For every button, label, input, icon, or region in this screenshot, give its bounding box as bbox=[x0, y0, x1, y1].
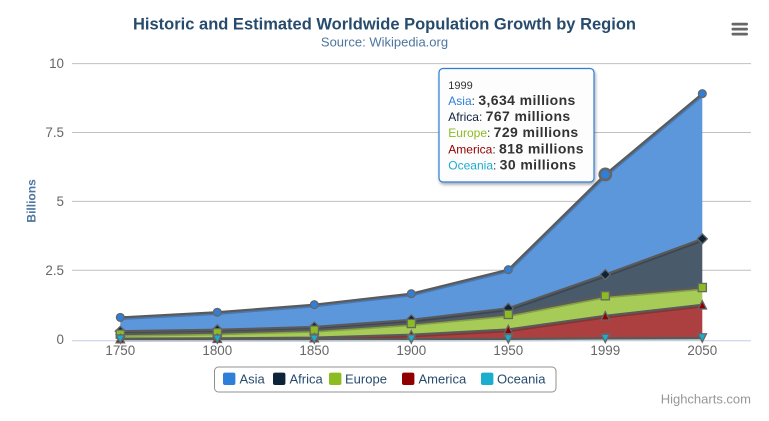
svg-text:1950: 1950 bbox=[493, 343, 523, 358]
svg-text:1800: 1800 bbox=[202, 343, 232, 358]
svg-text:Highcharts.com: Highcharts.com bbox=[661, 392, 751, 407]
svg-text:Asia: 3,634 millions: Asia: 3,634 millions bbox=[448, 92, 575, 108]
svg-text:Oceania: 30 millions: Oceania: 30 millions bbox=[448, 156, 576, 172]
svg-text:America: 818 millions: America: 818 millions bbox=[448, 140, 584, 156]
svg-text:1850: 1850 bbox=[299, 343, 329, 358]
svg-text:Oceania: Oceania bbox=[497, 372, 546, 387]
svg-text:1900: 1900 bbox=[396, 343, 426, 358]
svg-text:2.5: 2.5 bbox=[45, 263, 64, 278]
svg-text:Africa: Africa bbox=[290, 372, 324, 387]
svg-text:1999: 1999 bbox=[448, 80, 472, 92]
svg-text:Historic and Estimated Worldwi: Historic and Estimated Worldwide Populat… bbox=[133, 16, 636, 34]
svg-text:5: 5 bbox=[57, 194, 64, 209]
svg-text:1750: 1750 bbox=[105, 343, 135, 358]
svg-text:10: 10 bbox=[49, 56, 64, 71]
svg-text:Billions: Billions bbox=[24, 179, 38, 223]
svg-text:2050: 2050 bbox=[687, 343, 717, 358]
svg-text:1999: 1999 bbox=[590, 343, 620, 358]
svg-text:Africa: 767 millions: Africa: 767 millions bbox=[448, 108, 570, 124]
svg-text:0: 0 bbox=[57, 332, 64, 347]
svg-text:Source: Wikipedia.org: Source: Wikipedia.org bbox=[321, 35, 448, 50]
svg-text:Europe: 729 millions: Europe: 729 millions bbox=[448, 124, 578, 140]
svg-text:Asia: Asia bbox=[240, 372, 266, 387]
svg-text:7.5: 7.5 bbox=[45, 125, 64, 140]
svg-text:America: America bbox=[419, 372, 467, 387]
svg-text:Europe: Europe bbox=[345, 372, 387, 387]
